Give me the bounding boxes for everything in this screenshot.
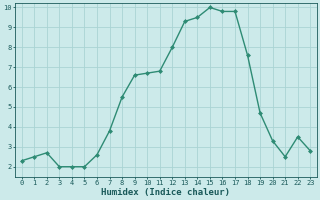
X-axis label: Humidex (Indice chaleur): Humidex (Indice chaleur) — [101, 188, 230, 197]
